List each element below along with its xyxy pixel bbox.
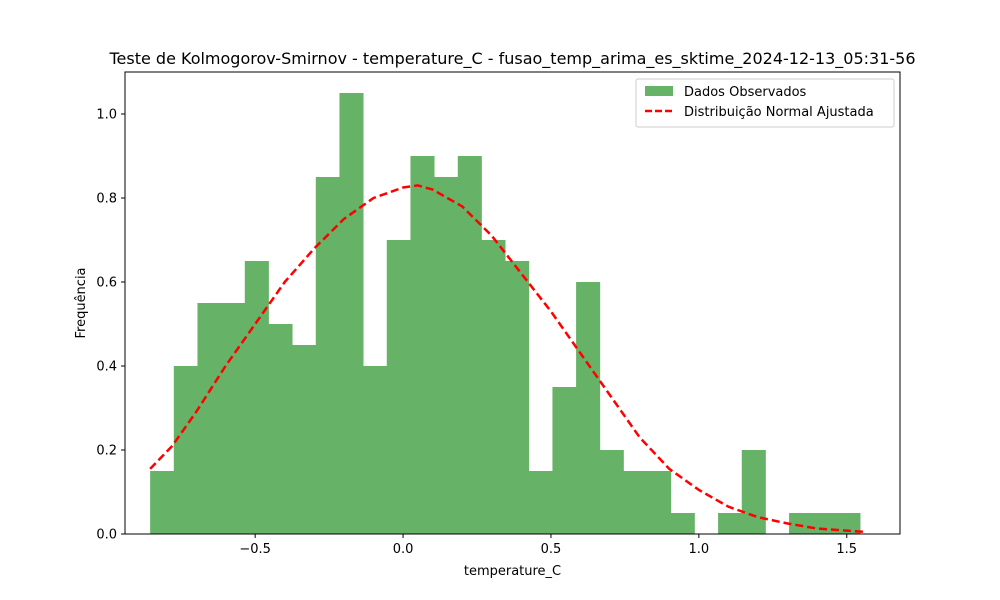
histogram-bar	[173, 366, 198, 534]
x-tick-label: 1.5	[836, 542, 857, 557]
y-tick-label: 0.0	[96, 528, 117, 543]
histogram-bar	[292, 345, 317, 534]
histogram-bar	[599, 450, 624, 534]
histogram-bar	[410, 156, 435, 534]
x-tick-label: 0.5	[541, 542, 562, 557]
histogram-bar	[386, 240, 411, 534]
histogram-bar	[528, 471, 553, 534]
y-tick-label: 0.2	[96, 444, 117, 459]
legend-swatch-observed	[645, 86, 673, 96]
histogram-bar	[221, 303, 246, 534]
histogram-bar	[623, 471, 648, 534]
histogram-bar	[718, 513, 743, 534]
y-tick-label: 0.6	[96, 276, 117, 291]
histogram-bar	[505, 261, 530, 534]
histogram-bar	[197, 303, 222, 534]
fit-line	[149, 184, 865, 534]
histogram-bar	[552, 387, 577, 534]
fit-line-group	[149, 184, 865, 534]
chart-title: Teste de Kolmogorov-Smirnov - temperatur…	[108, 49, 915, 69]
x-tick-label: 1.0	[689, 542, 710, 557]
x-tick-label: −0.5	[239, 542, 271, 557]
y-tick-label: 0.4	[96, 360, 117, 375]
y-axis-label: Frequência	[74, 267, 89, 338]
histogram-bar	[741, 450, 766, 534]
legend: Dados Observados Distribuição Normal Aju…	[635, 78, 895, 128]
histogram-bar	[647, 471, 672, 534]
histogram-bar	[150, 471, 175, 534]
histogram-bar	[481, 240, 506, 534]
histogram-bar	[244, 261, 269, 534]
histogram-bar	[339, 93, 364, 534]
histogram-bar	[789, 513, 814, 534]
x-tick-label: 0.0	[393, 542, 414, 557]
histogram-bar	[363, 366, 388, 534]
histogram-bar	[268, 324, 293, 534]
legend-box	[635, 78, 895, 128]
histogram-bar	[576, 282, 601, 534]
histogram-bars	[150, 93, 861, 534]
y-axis-ticks: 0.0 0.2 0.4 0.6 0.8 1.0	[96, 108, 125, 543]
histogram-bar	[812, 513, 837, 534]
legend-label-observed: Dados Observados	[684, 85, 807, 100]
histogram-bar	[315, 177, 340, 534]
x-axis-label: temperature_C	[464, 564, 561, 579]
legend-label-fit: Distribuição Normal Ajustada	[684, 105, 874, 120]
histogram-bar	[457, 156, 482, 534]
y-tick-label: 1.0	[96, 108, 117, 123]
x-axis-ticks: −0.5 0.0 0.5 1.0 1.5	[239, 534, 857, 557]
histogram-bar	[670, 513, 695, 534]
histogram-bar	[434, 177, 459, 534]
y-tick-label: 0.8	[96, 192, 117, 207]
histogram-bar	[836, 513, 861, 534]
plot-frame	[124, 71, 901, 535]
